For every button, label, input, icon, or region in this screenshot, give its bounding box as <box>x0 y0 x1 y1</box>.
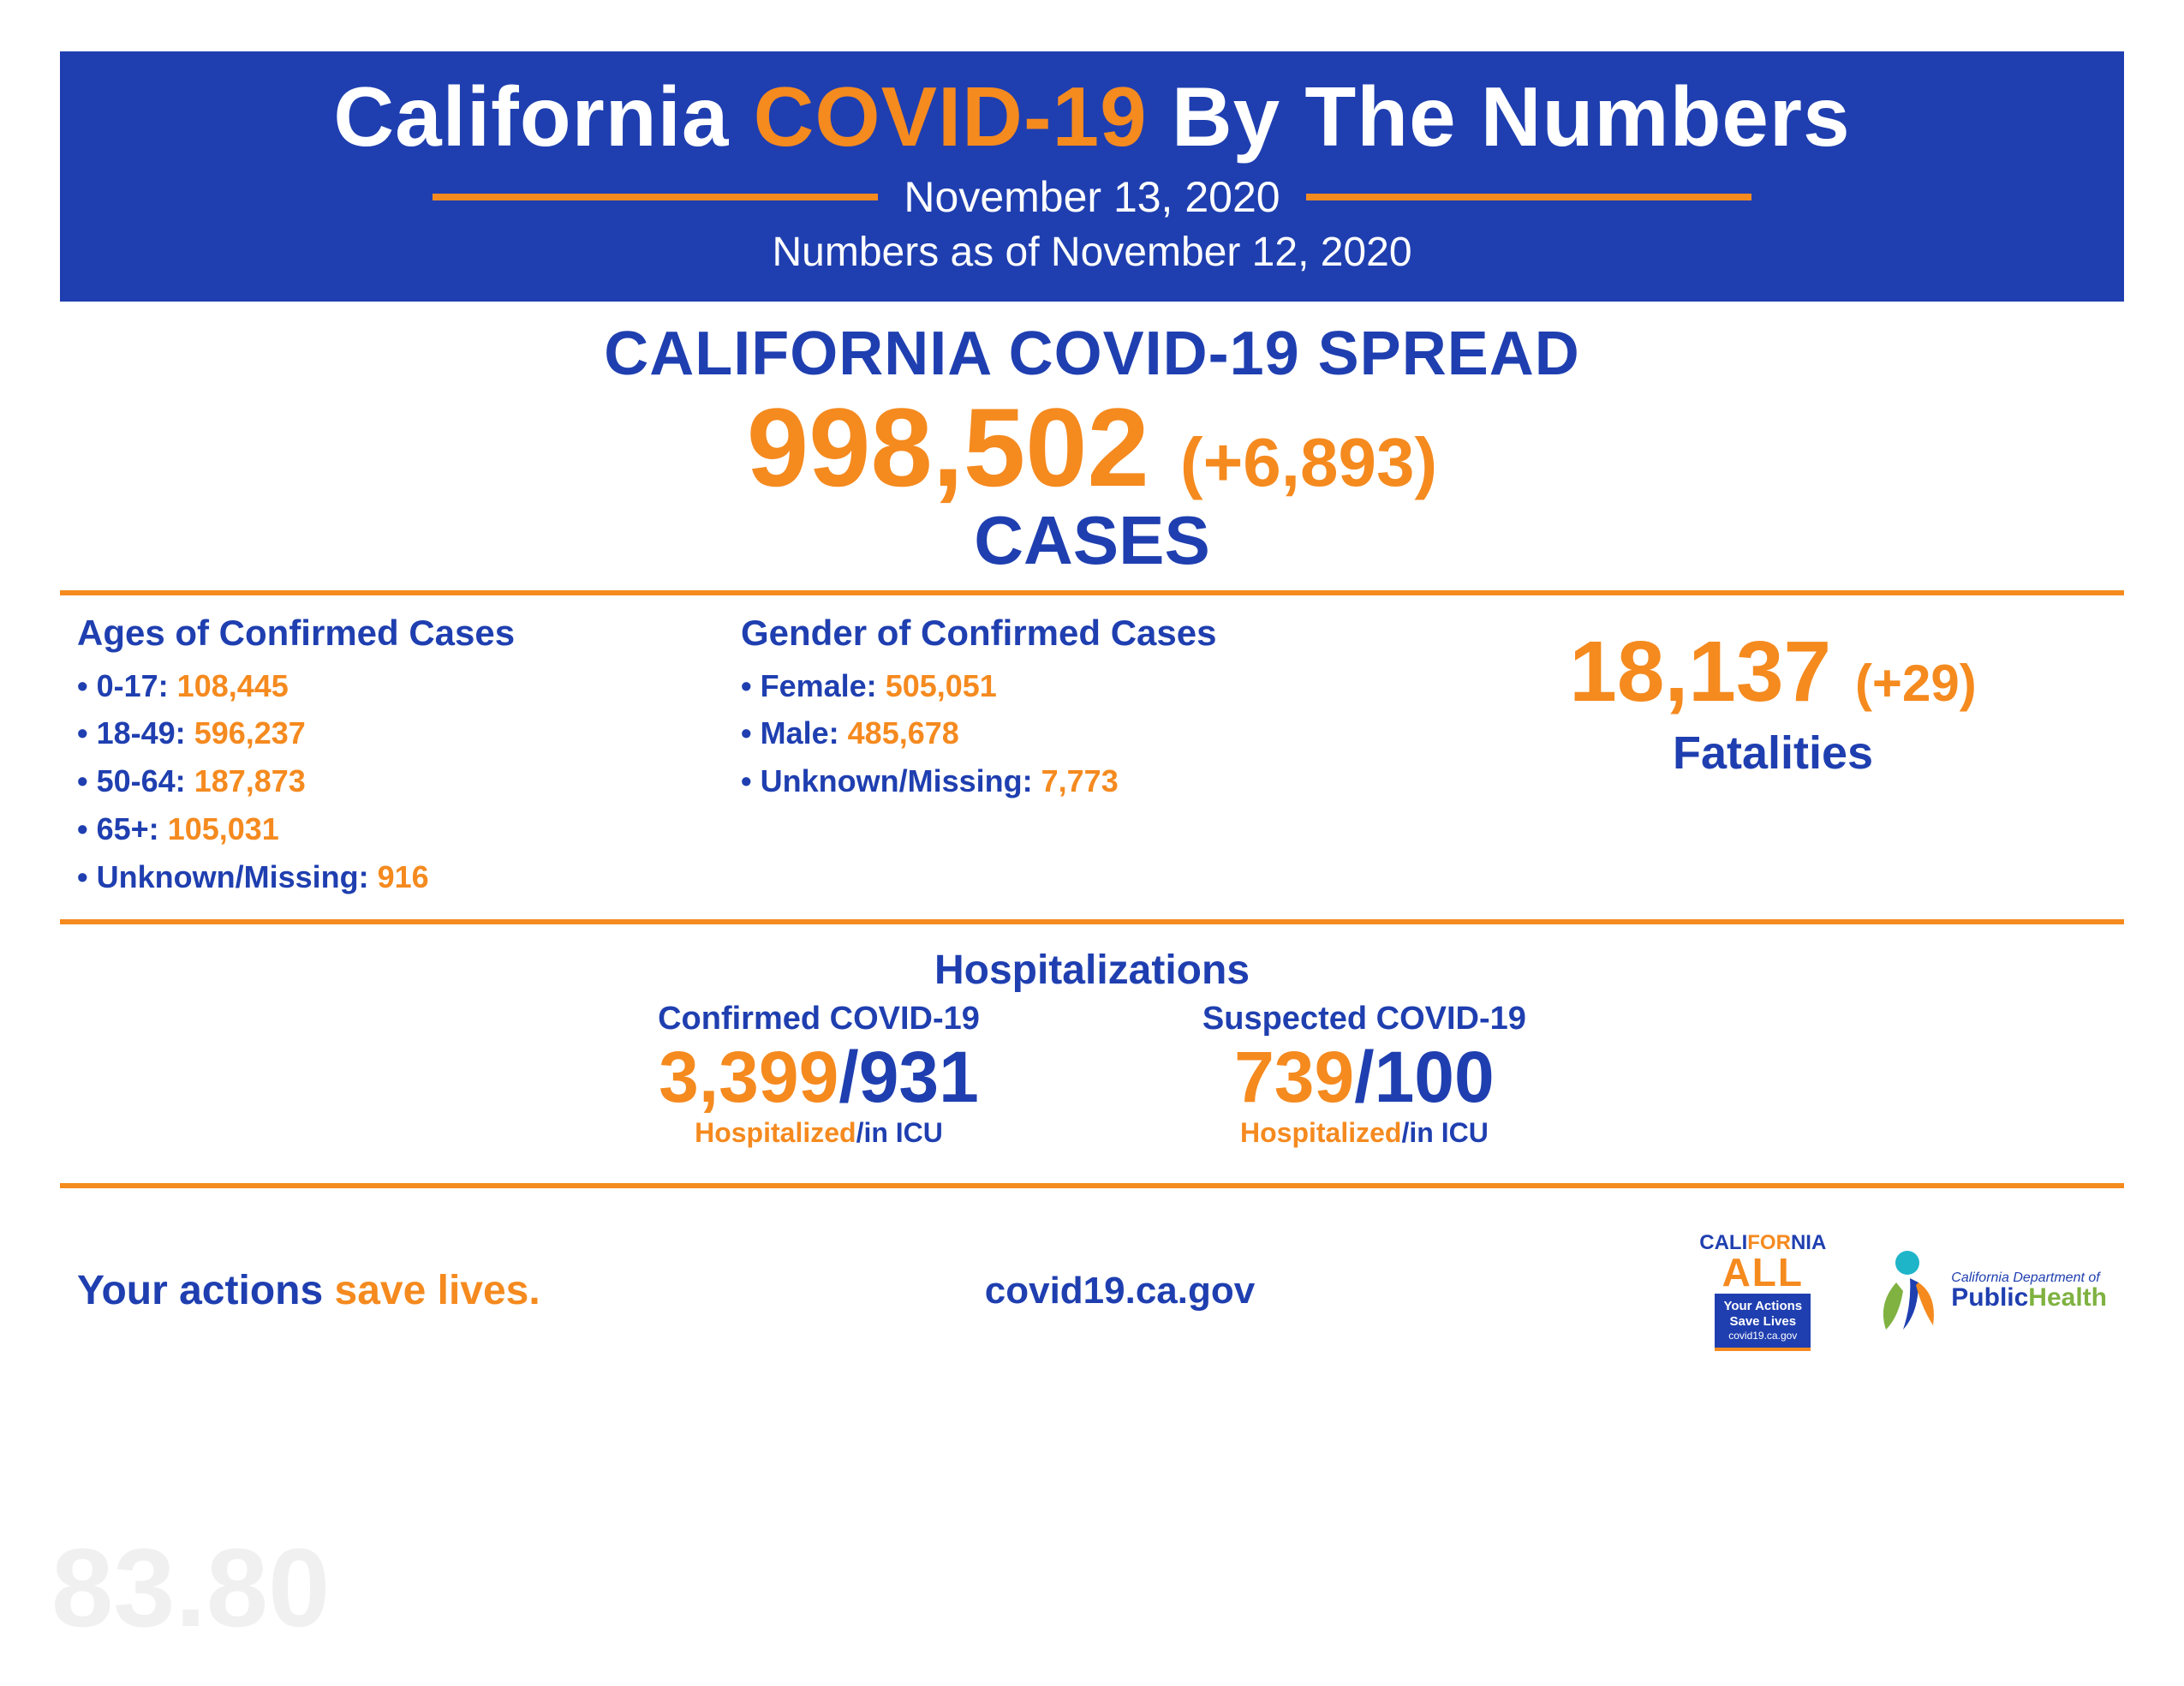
fatalities-total-row: 18,137 (+29) <box>1439 623 2107 721</box>
fatalities-delta: (+29) <box>1855 655 1977 712</box>
breakdown-section: Ages of Confirmed Cases • 0-17: 108,445 … <box>0 595 2184 901</box>
logo-all-box: Your Actions Save Lives covid19.ca.gov <box>1715 1294 1811 1350</box>
gender-row-1: • Male: 485,678 <box>741 709 1289 757</box>
title-accent: COVID-19 <box>754 69 1148 164</box>
footer-tagline: Your actions save lives. <box>77 1267 540 1314</box>
age-row-3: • 65+: 105,031 <box>77 805 591 853</box>
confirmed-numbers: 3,399/931 <box>658 1037 980 1116</box>
ages-column: Ages of Confirmed Cases • 0-17: 108,445 … <box>77 613 591 901</box>
age-row-2: • 50-64: 187,873 <box>77 757 591 805</box>
rule-right <box>1306 194 1751 200</box>
cases-total: 998,502 <box>747 385 1149 510</box>
ages-title: Ages of Confirmed Cases <box>77 613 591 654</box>
divider-2 <box>60 919 2124 924</box>
page-title: California COVID-19 By The Numbers <box>94 69 2090 165</box>
asof-date: Numbers as of November 12, 2020 <box>94 229 2090 276</box>
fatalities-label: Fatalities <box>1439 726 2107 780</box>
footer: Your actions save lives. covid19.ca.gov … <box>0 1188 2184 1351</box>
age-row-1: • 18-49: 596,237 <box>77 709 591 757</box>
report-date: November 13, 2020 <box>904 172 1280 222</box>
suspected-caption: Hospitalized/in ICU <box>1202 1117 1526 1149</box>
suspected-block: Suspected COVID-19 739/100 Hospitalized/… <box>1202 1001 1526 1148</box>
footer-logos: CALIFORNIA ALL Your Actions Save Lives c… <box>1699 1231 2107 1351</box>
cdph-text: California Department of PublicHealth <box>1951 1271 2107 1311</box>
logo-all-mid: ALL <box>1699 1255 1826 1290</box>
cases-delta: (+6,893) <box>1180 424 1437 500</box>
header-banner: California COVID-19 By The Numbers Novem… <box>60 51 2124 302</box>
confirmed-block: Confirmed COVID-19 3,399/931 Hospitalize… <box>658 1001 980 1148</box>
california-all-logo: CALIFORNIA ALL Your Actions Save Lives c… <box>1699 1231 1826 1351</box>
fatalities-total: 18,137 <box>1569 624 1831 720</box>
title-part2: By The Numbers <box>1148 69 1851 164</box>
spread-title: CALIFORNIA COVID-19 SPREAD <box>0 319 2184 389</box>
suspected-subtitle: Suspected COVID-19 <box>1202 1001 1526 1037</box>
age-row-4: • Unknown/Missing: 916 <box>77 853 591 901</box>
cdph-logo: California Department of PublicHealth <box>1860 1244 2107 1338</box>
date-row: November 13, 2020 <box>94 172 2090 222</box>
rule-left <box>433 194 878 200</box>
confirmed-icu: 931 <box>859 1037 979 1117</box>
title-part1: California <box>333 69 753 164</box>
hospitalizations-row: Confirmed COVID-19 3,399/931 Hospitalize… <box>0 1001 2184 1148</box>
gender-row-2: • Unknown/Missing: 7,773 <box>741 757 1289 805</box>
confirmed-hosp: 3,399 <box>659 1037 838 1117</box>
cdph-icon <box>1860 1244 1946 1338</box>
gender-title: Gender of Confirmed Cases <box>741 613 1289 654</box>
hospitalizations-title: Hospitalizations <box>0 947 2184 994</box>
gender-column: Gender of Confirmed Cases • Female: 505,… <box>741 613 1289 901</box>
ghost-number: 83.80 <box>51 1523 330 1652</box>
gender-row-0: • Female: 505,051 <box>741 662 1289 710</box>
footer-url: covid19.ca.gov <box>985 1270 1255 1312</box>
suspected-numbers: 739/100 <box>1202 1037 1526 1116</box>
suspected-hosp: 739 <box>1234 1037 1354 1117</box>
cases-total-row: 998,502 (+6,893) <box>0 389 2184 506</box>
cases-label: CASES <box>0 506 2184 575</box>
fatalities-column: 18,137 (+29) Fatalities <box>1439 613 2107 901</box>
confirmed-subtitle: Confirmed COVID-19 <box>658 1001 980 1037</box>
age-row-0: • 0-17: 108,445 <box>77 662 591 710</box>
confirmed-caption: Hospitalized/in ICU <box>658 1117 980 1149</box>
cdph-line2: PublicHealth <box>1951 1285 2107 1311</box>
suspected-icu: 100 <box>1375 1037 1495 1117</box>
